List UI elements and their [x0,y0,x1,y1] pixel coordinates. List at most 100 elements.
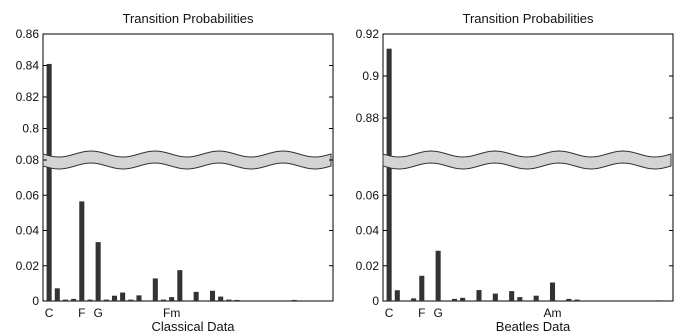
bar [460,297,466,301]
bar [250,300,256,301]
bar [275,300,281,301]
y-tick-label: 0 [32,294,39,308]
bar [136,295,142,301]
bar [509,291,515,301]
bar [267,300,273,301]
y-tick-label: 0.9 [362,69,379,83]
bar [402,300,408,301]
bar [648,300,654,301]
chart-panel-1: Transition Probabilities 0.8 0.82 0.84 0.86 0… [16,11,334,334]
bar [558,300,564,301]
bar [62,299,68,301]
bar [185,300,191,301]
chart-panel-2: Transition Probabilities 0.88 0.9 0.92 0 0.02… [356,11,674,334]
bar [451,298,458,301]
y-tick-label: 0.92 [356,27,380,41]
x-axis-label: Beatles Data [496,319,571,334]
bar [209,290,216,301]
bar [427,300,433,301]
bar [500,300,507,301]
bar [656,300,662,301]
x-tick-label: G [433,306,442,320]
y-tick-label: 0.04 [356,224,380,238]
x-tick-label: F [78,306,85,320]
bar [615,300,621,301]
bar [394,290,400,301]
bar [443,300,449,301]
y-tick-label: 0.82 [16,90,40,104]
y-tick-label: 0.04 [16,224,40,238]
bar [128,299,134,301]
bar [120,292,126,301]
x-axis-label: Classical Data [151,319,235,334]
bar [664,300,670,301]
bar [582,300,588,301]
bar [549,282,556,301]
bar [316,300,322,301]
y-tick-label: 0.08 [16,153,40,167]
bar [144,300,150,301]
bar [468,300,474,301]
bar [590,300,596,301]
bar [87,299,93,301]
bar [492,293,498,301]
bar [533,295,539,301]
bar [201,300,207,301]
bar [484,300,490,301]
bar [631,300,637,301]
bar [177,270,183,301]
axis-break-band [42,150,332,170]
bar [95,242,101,301]
bar [79,201,85,301]
bar [103,299,109,301]
bar [193,291,199,301]
bar [411,298,417,301]
bar [607,300,613,301]
bar [386,48,392,302]
bar [517,297,523,301]
bar [152,278,158,301]
x-tick-label: Fm [163,306,180,320]
bar [299,300,305,301]
bar [574,299,580,301]
bar [46,63,52,301]
bar [566,298,572,301]
bar [234,299,240,301]
chart-title: Transition Probabilities [462,11,594,26]
y-tick-label: 0 [372,294,379,308]
y-tick-label: 0.84 [16,59,40,73]
bar [283,300,289,301]
y-tick-label: 0.8 [22,122,39,136]
bar [435,250,441,301]
y-tick-label: 0.88 [356,111,380,125]
chart-title: Transition Probabilities [122,11,254,26]
y-tick-label: 0.02 [356,259,380,273]
bar [242,300,248,301]
bar [160,299,167,301]
bar [218,296,224,301]
bar [419,275,425,301]
bar [476,290,482,301]
bar [324,300,330,301]
x-tick-label: Am [544,306,562,320]
bar [598,300,605,301]
bar [291,299,297,301]
bar [525,300,531,301]
bar [226,299,232,301]
axis-break-band [382,150,672,170]
bar [308,300,314,301]
x-tick-label: C [385,306,394,320]
bar [111,295,118,301]
y-tick-label: 0.06 [16,188,40,202]
bar [623,300,629,301]
y-tick-label: 0.06 [356,188,380,202]
bar [54,288,60,301]
bar [541,300,547,301]
y-tick-label: 0.86 [16,27,40,41]
bar [258,300,265,301]
bar [169,297,175,301]
x-tick-label: F [418,306,425,320]
x-tick-label: G [93,306,102,320]
y-tick-label: 0.02 [16,259,40,273]
